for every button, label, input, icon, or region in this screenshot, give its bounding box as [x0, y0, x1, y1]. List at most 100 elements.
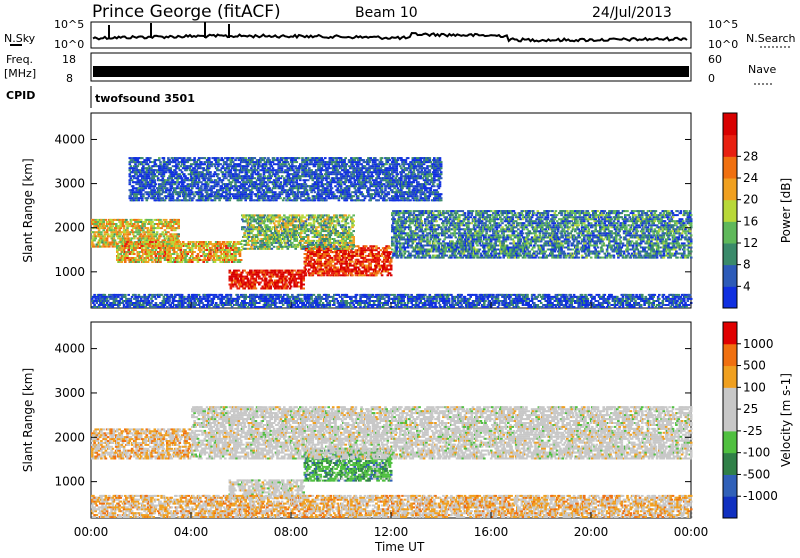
scatter-cell: [319, 255, 322, 257]
scatter-cell: [377, 253, 380, 255]
scatter-cell: [148, 243, 151, 245]
scatter-cell: [294, 220, 297, 222]
scatter-cell: [419, 218, 422, 220]
scatter-cell: [116, 245, 119, 247]
scatter-cell: [242, 284, 245, 286]
scatter-cell: [377, 261, 380, 263]
scatter-cell: [269, 288, 272, 290]
scatter-cell: [446, 222, 449, 224]
scatter-cell: [168, 249, 171, 251]
scatter-cell: [125, 223, 128, 225]
scatter-cell: [312, 274, 315, 276]
scatter-cell: [297, 274, 300, 276]
scatter-cell: [438, 234, 441, 236]
scatter-cell: [151, 241, 154, 243]
scatter-cell: [301, 224, 304, 226]
scatter-cell: [508, 220, 511, 222]
scatter-cell: [438, 245, 441, 247]
scatter-cell: [264, 284, 267, 286]
scatter-cell: [271, 282, 274, 284]
scatter-cell: [498, 236, 501, 238]
scatter-cell: [533, 255, 536, 257]
scatter-cell: [116, 235, 119, 237]
scatter-cell: [116, 257, 119, 259]
scatter-cell: [358, 274, 361, 276]
scatter-cell: [441, 230, 444, 232]
scatter-cell: [344, 228, 347, 230]
scatter-cell: [92, 231, 95, 233]
scatter-cell: [126, 231, 129, 233]
scatter-cell: [355, 272, 358, 274]
scatter-cell: [251, 276, 254, 278]
scatter-cell: [407, 240, 410, 242]
scatter-cell: [326, 255, 329, 257]
scatter-cell: [474, 228, 477, 230]
scatter-cell: [501, 226, 504, 228]
scatter-cell: [522, 216, 525, 218]
scatter-cell: [416, 216, 419, 218]
scatter-cell: [173, 223, 176, 225]
scatter-cell: [91, 223, 94, 225]
scatter-cell: [202, 251, 205, 253]
scatter-cell: [469, 255, 472, 257]
scatter-cell: [282, 286, 285, 288]
scatter-cell: [396, 238, 399, 240]
scatter-cell: [496, 222, 499, 224]
scatter-cell: [344, 220, 347, 222]
scatter-cell: [313, 272, 316, 274]
scatter-cell: [480, 253, 483, 255]
scatter-cell: [271, 228, 274, 230]
scatter-cell: [519, 238, 522, 240]
scatter-cell: [294, 280, 297, 282]
scatter-cell: [248, 244, 251, 246]
scatter-cell: [509, 247, 512, 249]
scatter-cell: [382, 267, 385, 269]
scatter-cell: [289, 278, 292, 280]
scatter-cell: [414, 249, 417, 251]
scatter-cell: [404, 228, 407, 230]
scatter-cell: [225, 245, 228, 247]
scatter-cell: [257, 270, 260, 272]
scatter-cell: [400, 228, 403, 230]
scatter-cell: [167, 225, 170, 227]
scatter-cell: [227, 261, 230, 263]
scatter-cell: [254, 214, 257, 216]
scatter-cell: [314, 253, 317, 255]
scatter-cell: [309, 240, 312, 242]
scatter-cell: [273, 246, 276, 248]
scatter-cell: [417, 236, 420, 238]
scatter-cell: [507, 236, 510, 238]
scatter-cell: [525, 218, 528, 220]
scatter-cell: [333, 240, 336, 242]
scatter-cell: [283, 238, 286, 240]
scatter-cell: [344, 214, 347, 216]
scatter-cell: [230, 241, 233, 243]
scatter-cell: [517, 224, 520, 226]
scatter-cell: [285, 284, 288, 286]
scatter-cell: [300, 232, 303, 234]
scatter-cell: [260, 248, 263, 250]
scatter-cell: [114, 246, 117, 248]
scatter-cell: [467, 218, 470, 220]
nsearch-label: N.Search: [746, 32, 796, 45]
scatter-cell: [164, 245, 167, 247]
scatter-cell: [244, 244, 247, 246]
scatter-cell: [308, 214, 311, 216]
scatter-cell: [414, 255, 417, 257]
scatter-cell: [517, 234, 520, 236]
scatter-cell: [301, 244, 304, 246]
scatter-cell: [450, 212, 453, 214]
scatter-cell: [450, 222, 453, 224]
scatter-cell: [459, 242, 462, 244]
scatter-cell: [485, 212, 488, 214]
scatter-cell: [421, 220, 424, 222]
scatter-cell: [346, 263, 349, 265]
scatter-cell: [372, 247, 375, 249]
scatter-cell: [184, 253, 187, 255]
scatter-cell: [491, 226, 494, 228]
scatter-cell: [333, 244, 336, 246]
scatter-cell: [244, 248, 247, 250]
scatter-cell: [140, 257, 143, 259]
scatter-cell: [121, 255, 124, 257]
scatter-cell: [155, 241, 158, 243]
